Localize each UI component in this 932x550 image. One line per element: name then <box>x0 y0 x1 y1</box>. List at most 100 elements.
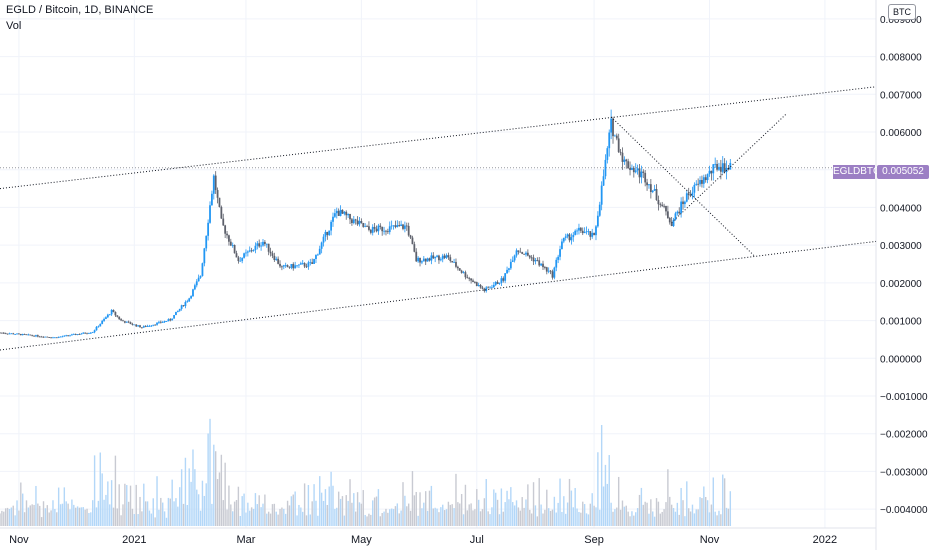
candle-body <box>36 335 39 337</box>
volume-bar <box>585 513 588 526</box>
candle-body <box>267 243 270 252</box>
volume-bar <box>281 507 283 526</box>
volume-bar <box>695 509 697 526</box>
candle-body <box>472 280 474 282</box>
candle-body <box>182 305 185 307</box>
volume-bar <box>1 510 3 526</box>
volume-bar <box>235 499 238 526</box>
volume-bar <box>144 501 147 526</box>
trendline-uptrend <box>671 112 788 223</box>
volume-bar <box>477 499 480 526</box>
volume-bar <box>693 513 696 526</box>
candle-body <box>710 170 713 174</box>
candle-body <box>430 255 433 261</box>
volume-bar <box>513 505 516 526</box>
volume-bar <box>133 514 136 526</box>
volume-bar <box>324 489 327 526</box>
candle-body <box>292 264 295 269</box>
volume-bar <box>483 498 486 526</box>
volume-bar <box>638 494 641 526</box>
candle-body <box>668 218 671 223</box>
candle-body <box>284 265 287 267</box>
volume-bar <box>561 511 563 526</box>
volume-bar <box>445 509 448 526</box>
volume-bar <box>93 455 96 526</box>
candle-body <box>684 201 686 205</box>
volume-bar <box>587 514 590 526</box>
trendline-downtrend <box>610 116 756 257</box>
volume-bar <box>409 510 412 526</box>
candle-body <box>369 229 372 233</box>
volume-bar <box>701 498 703 526</box>
volume-bar <box>218 472 221 526</box>
candle-body <box>542 263 544 268</box>
candle-body <box>636 168 639 171</box>
candle-body <box>517 250 520 252</box>
volume-bar <box>515 500 518 526</box>
volume-bar <box>394 506 397 526</box>
volume-bar <box>3 511 5 526</box>
candle-body <box>385 230 387 232</box>
volume-bar <box>101 473 103 526</box>
candle-body <box>649 184 652 193</box>
candle-body <box>543 267 546 268</box>
candle-body <box>188 298 191 302</box>
volume-bar <box>52 500 54 526</box>
volume-bar <box>135 484 137 526</box>
candle-body <box>313 259 315 264</box>
candle-body <box>50 337 52 339</box>
volume-bar <box>370 514 372 526</box>
candle-body <box>171 318 174 321</box>
candle-body <box>286 265 289 267</box>
candle-body <box>122 320 124 322</box>
volume-bar <box>6 507 9 526</box>
volume-bar <box>597 452 599 526</box>
volume-bar <box>442 504 444 526</box>
candle-body <box>426 258 429 262</box>
candle-body <box>564 236 567 238</box>
candle-body <box>133 324 136 326</box>
y-tick-label: 0.003000 <box>880 241 922 252</box>
candle-body <box>246 251 249 253</box>
candle-body <box>25 334 28 336</box>
volume-bar <box>566 502 569 526</box>
volume-bar <box>110 480 113 526</box>
volume-bar <box>264 494 266 526</box>
volume-bar <box>171 479 173 526</box>
candle-body <box>44 336 47 338</box>
volume-bar <box>307 485 310 526</box>
volume-bar <box>608 455 610 526</box>
candle-body <box>462 272 465 274</box>
volume-bar <box>326 504 329 526</box>
volume-bar <box>25 500 28 526</box>
volume-indicator-label[interactable]: Vol <box>6 20 22 32</box>
volume-bar <box>315 500 317 526</box>
currency-button[interactable]: BTC <box>888 4 916 20</box>
volume-bar <box>633 515 635 526</box>
volume-bar <box>90 512 92 526</box>
volume-bar <box>476 489 478 526</box>
chart-title[interactable]: EGLD / Bitcoin, 1D, BINANCE <box>6 4 154 16</box>
candle-body <box>78 334 81 335</box>
candle-body <box>207 222 210 236</box>
candle-body <box>254 245 257 250</box>
volume-bar <box>485 479 487 526</box>
volume-bar <box>358 502 361 526</box>
candle-body <box>343 211 346 214</box>
candle-body <box>651 190 654 193</box>
volume-bar <box>48 512 50 526</box>
candle-body <box>341 209 344 214</box>
volume-bar <box>22 493 24 526</box>
volume-bar <box>243 493 245 526</box>
volume-bar <box>109 504 111 526</box>
volume-bar <box>640 487 643 526</box>
y-tick-label: −0.001000 <box>880 392 928 403</box>
candle-body <box>352 219 355 224</box>
candle-body <box>148 325 151 327</box>
volume-bar <box>192 449 194 526</box>
candle-body <box>298 264 300 266</box>
candle-body <box>665 205 667 212</box>
volume-bar <box>430 485 433 526</box>
volume-bar <box>16 500 18 526</box>
